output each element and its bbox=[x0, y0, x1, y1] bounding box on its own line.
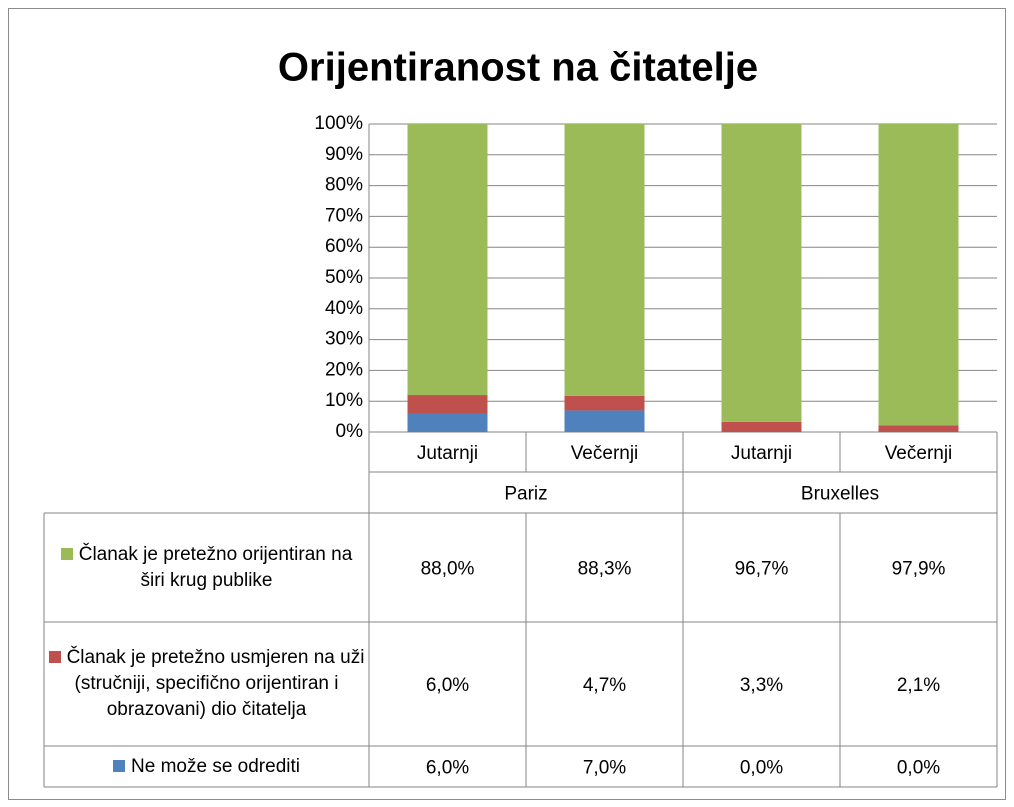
group-label: Pariz bbox=[504, 484, 547, 505]
legend-entry: Članak je pretežno usmjeren na uži (stru… bbox=[48, 645, 365, 723]
y-tick-label: 90% bbox=[325, 144, 363, 165]
y-tick-label: 100% bbox=[314, 113, 363, 134]
y-tick-label: 20% bbox=[325, 359, 363, 380]
legend-cell: Ne može se odrediti bbox=[44, 746, 369, 787]
value-label: 96,7% bbox=[735, 559, 789, 580]
legend-label: Ne može se odrediti bbox=[131, 755, 300, 777]
bar-segment bbox=[721, 421, 802, 432]
y-tick-label: 0% bbox=[336, 421, 364, 442]
x-tick-label: Večernji bbox=[571, 443, 639, 464]
y-tick-label: 70% bbox=[325, 205, 363, 226]
value-label: 2,1% bbox=[897, 675, 940, 696]
legend-cell-box: Članak je pretežno orijentiran na širi k… bbox=[44, 513, 369, 622]
bar-segment bbox=[878, 124, 959, 426]
value-label: 97,9% bbox=[892, 559, 946, 580]
legend-cell-box: Članak je pretežno usmjeren na uži (stru… bbox=[44, 622, 369, 746]
bar-segment bbox=[407, 124, 488, 396]
y-tick-label: 30% bbox=[325, 329, 363, 350]
bar-segment bbox=[564, 124, 645, 396]
bar-segment bbox=[564, 410, 645, 432]
group-label: Bruxelles bbox=[801, 484, 879, 505]
y-tick-label: 40% bbox=[325, 298, 363, 319]
bar-segment bbox=[878, 425, 959, 432]
value-label: 0,0% bbox=[897, 758, 940, 779]
bar-segment bbox=[721, 124, 802, 422]
bar-segment bbox=[564, 395, 645, 411]
value-label: 6,0% bbox=[426, 675, 469, 696]
legend-label: Članak je pretežno usmjeren na uži (stru… bbox=[66, 647, 365, 720]
value-label: 0,0% bbox=[740, 758, 783, 779]
value-label: 4,7% bbox=[583, 675, 626, 696]
legend-entry: Članak je pretežno orijentiran na širi k… bbox=[48, 542, 365, 594]
y-tick-label: 50% bbox=[325, 267, 363, 288]
legend-swatch bbox=[113, 759, 126, 772]
value-label: 88,3% bbox=[578, 559, 632, 580]
legend-cell-box: Ne može se odrediti bbox=[44, 746, 369, 787]
value-label: 3,3% bbox=[740, 675, 783, 696]
x-tick-label: Jutarnji bbox=[731, 443, 792, 464]
x-tick-label: Jutarnji bbox=[417, 443, 478, 464]
value-label: 88,0% bbox=[421, 559, 475, 580]
bar-segment bbox=[407, 395, 488, 414]
legend-cell: Članak je pretežno orijentiran na širi k… bbox=[44, 513, 369, 622]
x-tick-label: Večernji bbox=[885, 443, 953, 464]
legend-swatch bbox=[48, 651, 61, 663]
y-tick-label: 60% bbox=[325, 236, 363, 257]
legend-cell: Članak je pretežno usmjeren na uži (stru… bbox=[44, 622, 369, 746]
legend-label: Članak je pretežno orijentiran na širi k… bbox=[78, 543, 353, 591]
legend-swatch bbox=[60, 547, 73, 560]
legend-entry: Ne može se odrediti bbox=[48, 754, 365, 780]
value-label: 6,0% bbox=[426, 758, 469, 779]
y-tick-label: 80% bbox=[325, 175, 363, 196]
chart-frame bbox=[8, 8, 1006, 800]
chart-title: Orijentiranost na čitatelje bbox=[278, 46, 758, 90]
value-label: 7,0% bbox=[583, 758, 626, 779]
y-tick-label: 10% bbox=[325, 390, 363, 411]
bar-segment bbox=[407, 413, 488, 432]
